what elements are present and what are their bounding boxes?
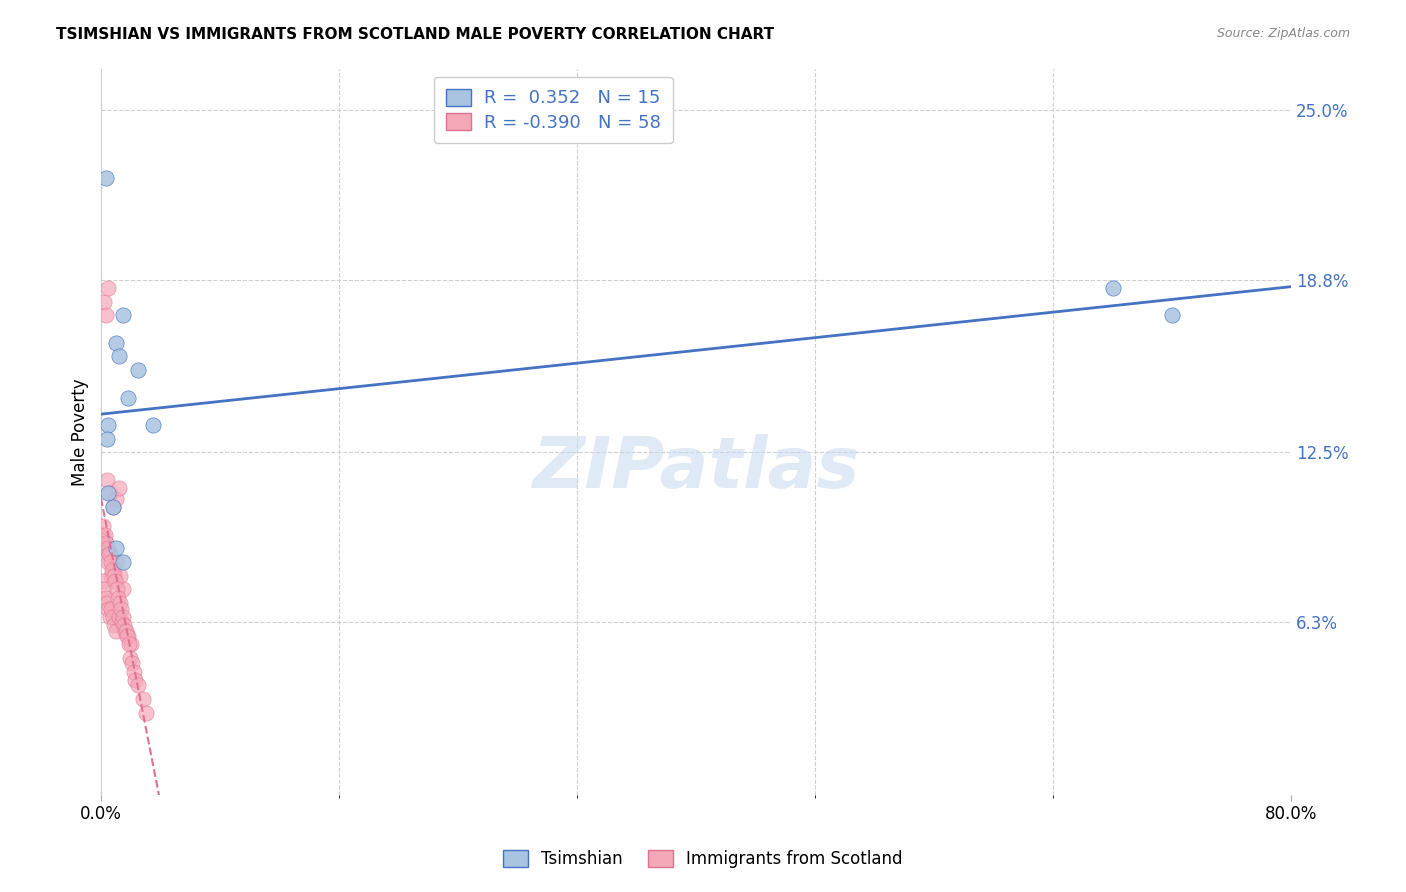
Point [91,519,114,533]
Point [122,665,145,679]
Point [104,335,127,350]
Point [111,610,134,624]
Point [103,563,125,577]
Point [101,500,124,515]
Point [135,706,157,720]
Point [105,582,128,597]
Point [96,536,118,550]
Point [93,294,115,309]
Point [97,417,120,432]
Point [112,618,135,632]
Point [94,171,117,186]
Point [110,601,132,615]
Point [117,391,139,405]
Point [93,582,115,597]
Point [98,547,121,561]
Point [107,555,129,569]
Point [103,618,125,632]
Point [1161,308,1184,322]
Point [120,637,142,651]
Point [91,527,114,541]
Point [104,541,127,556]
Point [108,610,131,624]
Point [100,568,122,582]
Point [101,563,124,577]
Point [124,673,146,687]
Point [94,308,117,322]
Text: Source: ZipAtlas.com: Source: ZipAtlas.com [1216,27,1350,40]
Point [131,692,153,706]
Point [96,432,118,446]
Point [94,591,117,605]
Point [103,568,125,582]
Point [97,486,120,500]
Point [115,629,138,643]
Point [111,615,134,630]
Point [101,610,124,624]
Point [97,281,120,295]
Point [96,596,118,610]
Point [96,536,118,550]
Point [108,350,131,364]
Point [101,500,124,515]
Point [100,555,122,569]
Y-axis label: Male Poverty: Male Poverty [72,378,89,485]
Point [112,555,135,569]
Text: ZIPatlas: ZIPatlas [533,434,860,502]
Point [108,596,131,610]
Point [112,582,135,597]
Point [104,491,127,506]
Legend: Tsimshian, Immigrants from Scotland: Tsimshian, Immigrants from Scotland [496,843,910,875]
Point [97,541,120,556]
Point [114,624,136,638]
Point [1101,281,1123,295]
Point [100,601,122,615]
Point [96,473,118,487]
Text: TSIMSHIAN VS IMMIGRANTS FROM SCOTLAND MALE POVERTY CORRELATION CHART: TSIMSHIAN VS IMMIGRANTS FROM SCOTLAND MA… [56,27,775,42]
Point [98,547,121,561]
Point [117,629,139,643]
Point [107,591,129,605]
Point [108,481,131,495]
Point [127,678,149,692]
Point [104,624,127,638]
Point [104,574,127,589]
Point [97,601,120,615]
Point [142,417,165,432]
Point [121,657,143,671]
Point [110,568,132,582]
Point [91,574,114,589]
Point [98,486,121,500]
Legend: R =  0.352   N = 15, R = -0.390   N = 58: R = 0.352 N = 15, R = -0.390 N = 58 [434,77,672,144]
Point [120,651,142,665]
Point [94,527,117,541]
Point [98,610,121,624]
Point [114,624,136,638]
Point [127,363,149,377]
Point [112,308,135,322]
Point [97,555,120,569]
Point [94,541,117,556]
Point [117,637,139,651]
